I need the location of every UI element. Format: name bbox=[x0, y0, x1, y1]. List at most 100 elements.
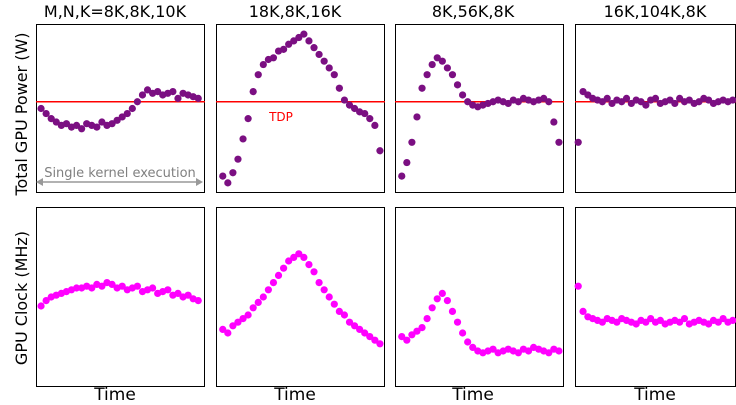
data-point bbox=[229, 322, 237, 330]
panel-title-3: 8K,56K,8K bbox=[432, 2, 515, 21]
data-point bbox=[345, 101, 354, 109]
power-panel-1 bbox=[36, 24, 205, 193]
data-point bbox=[118, 282, 126, 290]
xlabel-1: Time bbox=[93, 385, 136, 405]
data-point bbox=[219, 325, 227, 333]
panel-frame bbox=[575, 24, 736, 193]
data-point bbox=[459, 91, 467, 99]
data-point bbox=[671, 99, 679, 108]
data-point bbox=[72, 121, 81, 129]
data-point bbox=[622, 94, 631, 102]
data-point bbox=[184, 291, 192, 299]
data-point bbox=[366, 333, 374, 341]
data-point bbox=[335, 307, 343, 315]
data-point bbox=[315, 50, 323, 59]
data-point bbox=[274, 271, 283, 279]
data-point bbox=[443, 64, 451, 72]
data-point bbox=[448, 71, 457, 79]
data-point bbox=[229, 169, 237, 177]
data-point bbox=[285, 40, 293, 48]
data-point bbox=[305, 37, 313, 45]
data-point bbox=[398, 172, 406, 180]
data-point bbox=[325, 293, 333, 301]
data-point bbox=[453, 318, 462, 326]
panel-frame bbox=[395, 24, 564, 193]
data-point bbox=[418, 84, 426, 92]
data-point bbox=[52, 118, 60, 126]
data-point bbox=[403, 336, 411, 344]
data-point bbox=[350, 104, 359, 113]
kernel-annotation-label: Single kernel execution bbox=[44, 166, 196, 181]
data-point bbox=[438, 57, 446, 65]
data-point bbox=[310, 44, 318, 52]
data-point bbox=[603, 94, 611, 102]
data-point bbox=[574, 282, 582, 290]
data-point bbox=[408, 331, 416, 339]
data-point bbox=[37, 302, 45, 310]
data-point bbox=[88, 284, 96, 292]
panel-frame bbox=[575, 207, 736, 387]
data-point bbox=[164, 286, 172, 294]
data-point bbox=[504, 99, 512, 108]
data-point bbox=[113, 116, 121, 124]
data-point bbox=[37, 104, 45, 113]
data-point bbox=[118, 113, 126, 121]
clock-panel-2 bbox=[216, 207, 385, 387]
data-point bbox=[459, 329, 467, 337]
data-point bbox=[680, 315, 689, 323]
data-point bbox=[128, 104, 136, 113]
panel-frame bbox=[395, 207, 564, 387]
data-point bbox=[62, 120, 71, 128]
data-point bbox=[224, 329, 232, 337]
data-point bbox=[174, 289, 182, 297]
data-point bbox=[290, 253, 298, 261]
data-point bbox=[469, 343, 477, 351]
data-point bbox=[154, 88, 162, 96]
data-point bbox=[244, 311, 252, 319]
data-point bbox=[320, 286, 328, 294]
data-point bbox=[423, 71, 431, 79]
clock-panel-1 bbox=[36, 207, 205, 387]
data-point bbox=[310, 268, 318, 276]
data-point bbox=[330, 71, 338, 79]
data-point bbox=[269, 54, 278, 62]
ylabel-power: Total GPU Power (W) bbox=[12, 32, 31, 196]
data-point bbox=[325, 64, 333, 72]
data-point bbox=[169, 88, 177, 96]
data-point bbox=[413, 113, 421, 121]
data-point bbox=[93, 123, 101, 131]
data-point bbox=[108, 280, 116, 288]
data-point bbox=[514, 98, 522, 106]
power-panel-3 bbox=[395, 24, 564, 193]
data-point bbox=[545, 349, 553, 357]
data-point bbox=[345, 318, 354, 326]
data-point bbox=[729, 96, 736, 104]
power-panel-4 bbox=[574, 24, 736, 193]
data-point bbox=[413, 327, 421, 335]
xlabel-4: Time bbox=[633, 385, 676, 405]
data-point bbox=[239, 135, 247, 143]
tdp-label: TDP bbox=[268, 110, 293, 124]
data-point bbox=[340, 311, 349, 319]
data-point bbox=[239, 315, 247, 323]
ylabel-clock: GPU Clock (MHz) bbox=[12, 231, 31, 365]
data-point bbox=[376, 147, 384, 155]
data-point bbox=[300, 253, 308, 261]
data-point bbox=[464, 338, 472, 346]
data-point bbox=[453, 81, 462, 89]
data-point bbox=[98, 118, 106, 126]
data-point bbox=[42, 109, 50, 118]
data-point bbox=[729, 316, 736, 324]
data-point bbox=[254, 298, 262, 306]
data-point bbox=[335, 84, 343, 92]
data-point bbox=[254, 71, 262, 79]
data-point bbox=[280, 264, 288, 272]
data-point bbox=[489, 345, 497, 353]
data-point bbox=[428, 60, 436, 69]
data-point bbox=[194, 94, 202, 102]
data-point bbox=[366, 115, 374, 123]
data-point bbox=[433, 295, 441, 303]
data-point bbox=[249, 88, 257, 96]
data-point bbox=[285, 257, 293, 265]
data-point bbox=[244, 115, 252, 123]
